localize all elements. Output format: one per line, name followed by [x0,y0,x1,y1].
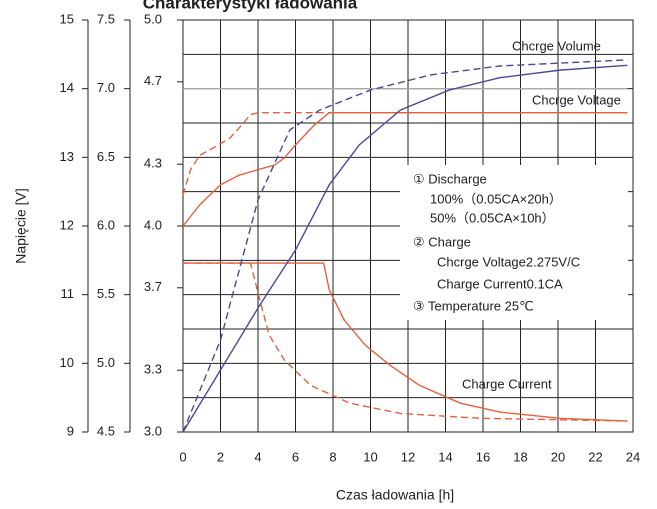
y-tick-label: 3.3 [144,362,162,377]
note-line: Chcrge Voltage2.275V/C [437,254,580,269]
y-tick-label: 15 [60,11,74,26]
y-tick-label: 4.0 [144,217,162,232]
note-line: 50%（0.05CA×10h） [430,210,555,225]
x-tick-label: 10 [363,449,377,464]
line-series [183,262,628,422]
note-line: ② Charge [413,234,471,249]
x-tick-label: 24 [626,449,640,464]
y-tick-label: 7.5 [97,11,115,26]
x-tick-label: 18 [513,449,527,464]
y-tick-label: 3.7 [144,279,162,294]
x-tick-label: 4 [254,449,261,464]
line-series [182,111,628,227]
line-series [182,111,628,196]
y-tick-label: 12 [60,217,74,232]
x-tick-label: 22 [588,449,602,464]
y-tick-label: 5.5 [97,286,115,301]
legend-box [400,165,628,320]
line-series [182,59,628,433]
annotation: Chcrge Voltage [532,92,621,107]
annotation: Charge Current [462,376,552,391]
x-tick-label: 12 [401,449,415,464]
y-tick-label: 5.0 [97,355,115,370]
x-tick-label: 6 [292,449,299,464]
note-line: ① Discharge [413,171,487,186]
y-tick-label: 4.5 [97,423,115,438]
y-tick-label: 4.3 [144,156,162,171]
y-tick-label: 13 [60,149,74,164]
x-tick-label: 20 [551,449,565,464]
y-tick-label: 4.7 [144,73,162,88]
y-tick-label: 6.5 [97,149,115,164]
y-tick-label: 7.0 [97,80,115,95]
y-tick-label: 11 [61,286,75,301]
x-tick-label: 0 [179,449,186,464]
x-tick-label: 2 [217,449,224,464]
line-series [182,64,628,433]
note-line: Charge Current0.1CA [437,276,563,291]
y-axis-label: Napięcie [V] [13,188,29,263]
x-tick-label: 16 [476,449,490,464]
note-line: 100%（0.05CA×20h） [430,191,562,206]
y-tick-label: 6.0 [97,217,115,232]
y-tick-label: 3.0 [144,423,162,438]
x-tick-label: 8 [329,449,336,464]
y-tick-label: 14 [60,80,74,95]
x-axis-label: Czas ładowania [h] [336,487,454,503]
y-tick-label: 9 [67,423,74,438]
x-tick-label: 14 [438,449,452,464]
annotation: Chcrge Volume [512,38,601,53]
chart-title: Charakterystyki ładowania [143,0,358,12]
line-series [183,262,628,422]
note-line: ③ Temperature 25℃ [413,298,534,313]
y-tick-label: 10 [60,355,74,370]
y-tick-label: 5.0 [144,11,162,26]
